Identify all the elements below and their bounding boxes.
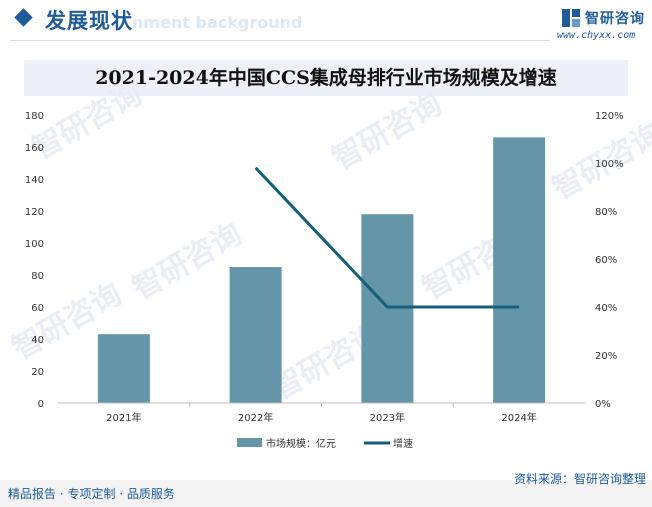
y-left-tick-label: 20 <box>31 367 44 378</box>
x-tick-label: 2023年 <box>370 411 405 424</box>
growth-line-layer <box>254 166 520 309</box>
x-tick-label: 2024年 <box>501 411 536 424</box>
bar-4 <box>493 137 546 403</box>
bars-layer <box>97 137 546 403</box>
header-divider <box>10 40 550 41</box>
x-tick-label: 2021年 <box>106 411 141 424</box>
legend-bar-swatch <box>237 438 262 447</box>
y-right-tick-label: 20% <box>595 351 617 362</box>
legend-bar-label: 市场规模：亿元 <box>266 437 336 450</box>
y-left-tick-label: 40 <box>31 335 44 346</box>
watermark-text: 智研咨询 <box>327 87 448 177</box>
y-left-tick-label: 0 <box>38 399 44 410</box>
y-left-tick-label: 100 <box>25 239 44 250</box>
y-left-tick-label: 60 <box>31 303 44 314</box>
legend: 市场规模：亿元 增速 <box>237 437 413 450</box>
footer-slogan: 精品报告 · 专项定制 · 品质服务 <box>8 487 175 501</box>
legend-line-label: 增速 <box>393 437 413 450</box>
y-right-tick-label: 60% <box>595 255 617 266</box>
bar-3 <box>361 214 414 403</box>
y-left-tick-label: 160 <box>25 143 44 154</box>
footer-bar <box>0 480 652 507</box>
y-left-tick-label: 180 <box>25 111 44 122</box>
y-right-tick-label: 80% <box>595 207 617 218</box>
y-right-tick-label: 0% <box>595 399 611 410</box>
y-right-tick-label: 100% <box>595 159 624 170</box>
bar-2 <box>229 267 282 403</box>
watermark-text: 智研咨询 <box>27 77 148 167</box>
y-right-tick-label: 40% <box>595 303 617 314</box>
y-right-tick-label: 120% <box>595 111 624 122</box>
bar-1 <box>97 334 150 403</box>
y-left-tick-label: 140 <box>25 175 44 186</box>
chart-title-band: 2021-2024年中国CCS集成母排行业市场规模及增速 <box>24 60 628 96</box>
axes-layer: 2021年 2022年 2023年 2024年 0 20 40 60 80 100 120 140 16… <box>25 111 624 424</box>
brand-name: 智研咨询 <box>585 11 645 27</box>
header: nment background 发展现状 智研咨询 www.chyxx.com <box>0 0 652 44</box>
chart-title: 2021-2024年中国CCS集成母排行业市场规模及增速 <box>95 67 557 89</box>
y-left-tick-label: 120 <box>25 207 44 218</box>
y-left-tick-label: 80 <box>31 271 44 282</box>
source-note: 资料来源：智研咨询整理 <box>513 472 646 486</box>
header-watermark: nment background <box>132 13 303 32</box>
brand-logo-icon <box>562 9 580 27</box>
header-title: 发展现状 <box>45 9 133 33</box>
x-tick-label: 2022年 <box>238 411 273 424</box>
brand-url: www.chyxx.com <box>557 30 636 41</box>
growth-line <box>254 166 520 309</box>
